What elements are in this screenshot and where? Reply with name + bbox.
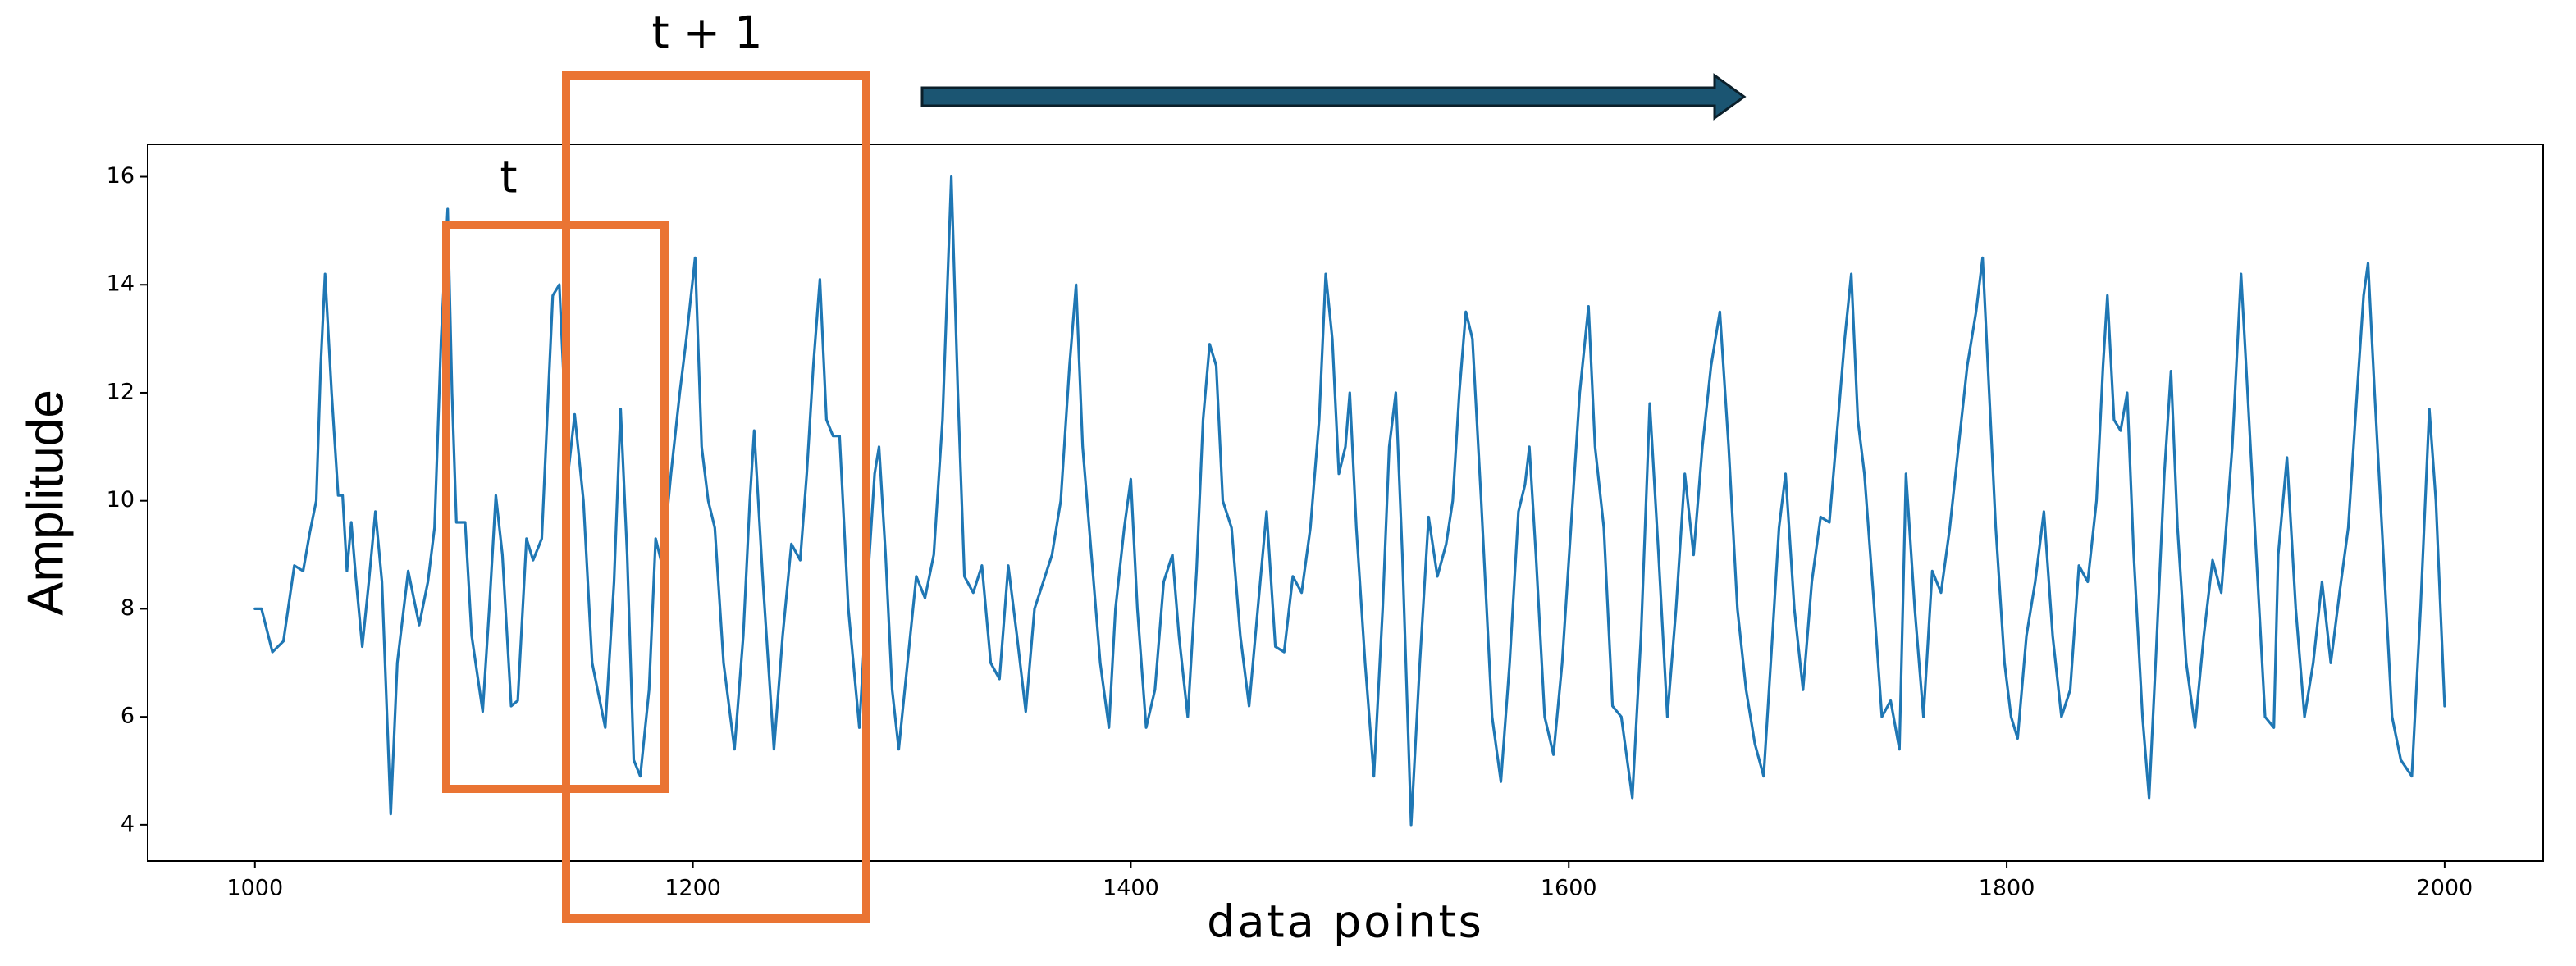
window-box	[442, 221, 669, 793]
x-tick-label: 2000	[2417, 876, 2473, 901]
x-tick-label: 1400	[1103, 876, 1159, 901]
plot-frame	[147, 144, 2544, 862]
y-tick-label: 14	[107, 271, 135, 297]
x-tick-label: 1800	[1979, 876, 2035, 901]
y-tick-label: 16	[107, 163, 135, 189]
window-label: t + 1	[651, 7, 762, 59]
window-box	[562, 71, 870, 923]
x-tick-label: 1600	[1541, 876, 1597, 901]
y-tick-label: 8	[121, 595, 135, 621]
y-tick-label: 12	[107, 379, 135, 404]
x-tick-label: 1000	[226, 876, 283, 901]
direction-arrow	[920, 73, 1747, 121]
y-axis-title: Amplitude	[17, 390, 74, 616]
x-tick-label: 1200	[665, 876, 721, 901]
data-line	[253, 175, 2446, 827]
y-tick-label: 6	[121, 704, 135, 729]
y-tick-label: 4	[121, 811, 135, 836]
x-axis-title: data points	[1207, 896, 1484, 948]
y-tick-label: 10	[107, 487, 135, 513]
window-label: t	[500, 152, 517, 203]
